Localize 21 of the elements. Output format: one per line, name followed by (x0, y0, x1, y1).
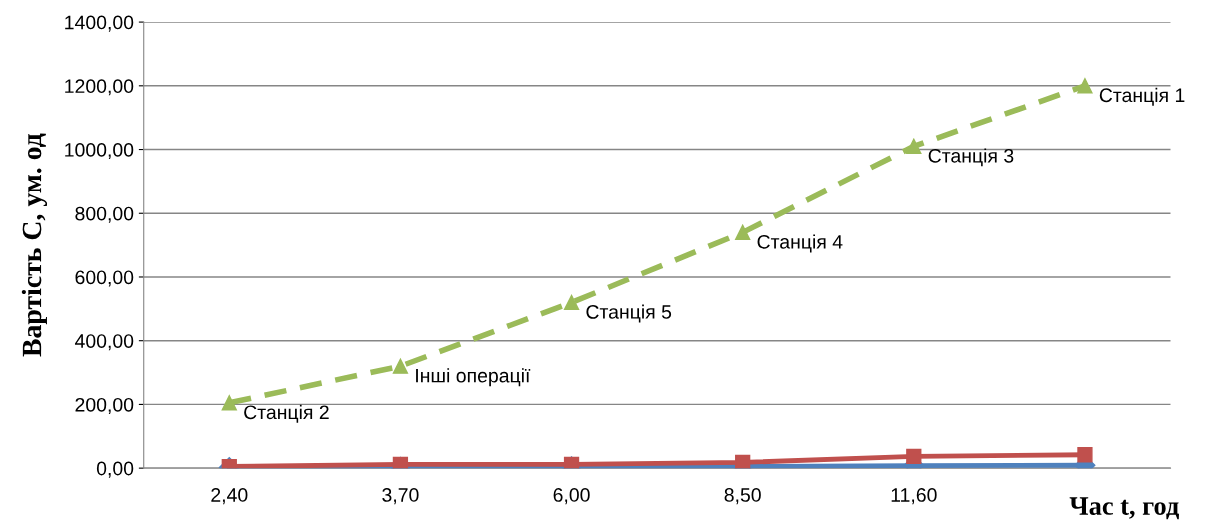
x-tick-label: 2,40 (211, 488, 248, 505)
y-tick-label: 1400,00 (65, 15, 134, 32)
y-tick-label: 1200,00 (65, 79, 134, 96)
data-label: Станція 4 (757, 234, 843, 253)
data-label: Станція 2 (244, 404, 329, 423)
y-axis-title: Вартість C, ум. од (21, 133, 48, 357)
x-tick-label: 11,60 (891, 488, 937, 505)
y-tick-label: 600,00 (75, 270, 134, 287)
y-tick-label: 400,00 (74, 334, 134, 351)
x-tick-label: 8,50 (724, 488, 761, 505)
x-tick-label: 6,00 (553, 488, 590, 505)
data-label: Станція 5 (586, 304, 672, 323)
data-label: Станція 3 (928, 148, 1014, 167)
y-tick-label: 0,00 (96, 461, 134, 478)
y-tick-label: 200,00 (75, 397, 134, 414)
x-tick-label: 3,70 (382, 488, 419, 505)
data-label: Інші операції (416, 368, 531, 387)
data-label: Станція 1 (1099, 87, 1185, 106)
y-tick-label: 1000,00 (65, 143, 134, 160)
x-axis-title: Час t, год (1069, 497, 1179, 520)
y-tick-label: 800,00 (75, 206, 134, 223)
